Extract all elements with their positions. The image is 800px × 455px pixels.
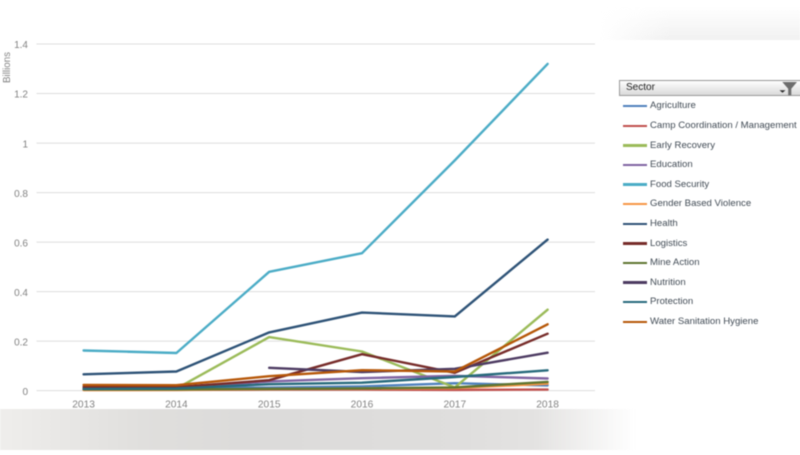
svg-text:0.6: 0.6 (14, 238, 28, 249)
svg-text:0.2: 0.2 (14, 337, 28, 348)
svg-text:2016: 2016 (351, 400, 374, 411)
svg-text:2017: 2017 (443, 400, 466, 411)
svg-text:0.8: 0.8 (14, 189, 28, 200)
svg-text:1: 1 (22, 139, 28, 150)
svg-text:Billions: Billions (2, 52, 13, 83)
svg-text:0: 0 (22, 387, 28, 398)
svg-text:2018: 2018 (536, 400, 559, 411)
svg-text:2014: 2014 (165, 400, 188, 411)
svg-text:2013: 2013 (72, 400, 95, 411)
svg-text:1.2: 1.2 (14, 90, 28, 101)
svg-text:1.4: 1.4 (14, 40, 28, 51)
svg-text:2015: 2015 (258, 400, 281, 411)
svg-text:0.4: 0.4 (14, 288, 28, 299)
